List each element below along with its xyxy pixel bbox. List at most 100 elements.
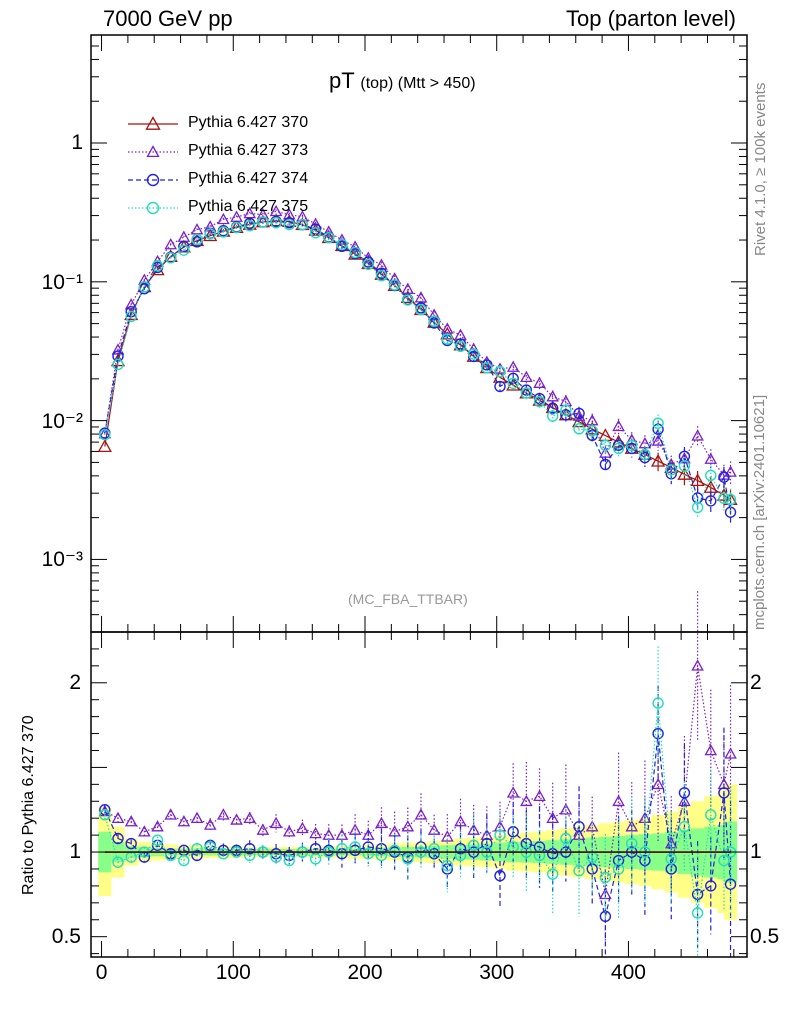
ratio-point: [112, 856, 124, 868]
legend: [128, 116, 178, 215]
analysis-watermark: (MC_FBA_TTBAR): [348, 591, 468, 607]
ratio-point: [296, 821, 309, 834]
data-point: [270, 216, 282, 229]
ratio-point: [388, 844, 401, 857]
ratio-point: [678, 787, 691, 799]
ratio-point: [481, 837, 493, 850]
ratio-y-tick-label: 2: [69, 670, 81, 694]
data-point: [547, 410, 559, 422]
ratio-point: [678, 820, 691, 833]
data-point: [506, 377, 521, 391]
data-point: [454, 340, 467, 353]
data-point: [704, 452, 718, 464]
ratio-point: [533, 789, 546, 802]
ratio-line-3: [104, 703, 732, 914]
data-point: [546, 390, 560, 402]
data-point: [164, 238, 177, 250]
ratio-y-tick-label-right: 0.5: [750, 924, 780, 948]
ratio-point: [691, 659, 704, 671]
x-tick-label: 200: [347, 961, 383, 984]
ratio-point: [282, 825, 296, 837]
data-point: [441, 333, 454, 345]
ratio-point: [256, 823, 270, 835]
mcplots-label: mcplots.cern.ch [arXiv:2401.10621]: [751, 394, 768, 630]
ratio-point: [99, 809, 111, 821]
ratio-point: [349, 844, 361, 857]
y-tick-label: 10⁻³: [41, 548, 83, 572]
data-point: [547, 402, 559, 414]
data-point: [415, 303, 427, 316]
data-point: [481, 362, 493, 374]
ratio-point: [151, 834, 164, 846]
ratio-point: [585, 820, 599, 832]
ratio-point: [639, 854, 651, 867]
data-point: [269, 204, 283, 217]
ratio-point: [560, 832, 572, 845]
ratio-point: [705, 880, 717, 892]
ratio-point: [125, 837, 137, 850]
data-point: [718, 471, 730, 483]
data-point: [296, 210, 309, 222]
data-point: [257, 216, 269, 228]
ratio-point: [111, 811, 125, 824]
ratio-plot-series: [91, 591, 747, 957]
data-point: [724, 465, 737, 477]
ratio-plot-frame: [90, 631, 748, 958]
legend-marker: [146, 145, 160, 158]
ratio-point: [138, 825, 151, 837]
ratio-point: [203, 818, 217, 830]
process-label: Top (parton level): [566, 6, 736, 31]
legend-entry-1: Pythia 6.427 373: [188, 142, 309, 159]
ratio-point: [244, 842, 256, 855]
ratio-point: [362, 848, 374, 860]
data-point: [639, 448, 651, 461]
plot-title-main: pT: [329, 68, 355, 93]
x-tick-label: 300: [479, 961, 515, 984]
ratio-point: [124, 815, 138, 827]
data-point: [217, 212, 230, 225]
data-point: [178, 240, 190, 253]
ratio-point: [401, 820, 415, 832]
data-point: [612, 442, 625, 455]
ratio-point: [217, 808, 230, 820]
data-point: [138, 281, 151, 293]
ratio-point: [309, 826, 322, 839]
y-tick-label: 10⁻¹: [41, 270, 83, 294]
data-point: [230, 210, 243, 222]
data-point: [204, 228, 216, 240]
data-point: [282, 208, 296, 220]
ratio-point: [243, 811, 257, 824]
legend-entry-0: Pythia 6.427 370: [188, 114, 309, 131]
ratio-line-1: [104, 665, 732, 895]
data-point: [480, 355, 494, 367]
data-point: [401, 282, 415, 294]
ratio-point: [573, 820, 585, 833]
data-point: [665, 464, 677, 476]
data-point: [374, 267, 389, 280]
data-point: [441, 322, 454, 334]
ratio-point: [375, 849, 388, 862]
ratio-point: [573, 864, 585, 877]
data-point: [309, 227, 322, 239]
data-point: [164, 252, 177, 264]
ratio-point: [244, 849, 256, 862]
data-point: [230, 221, 243, 234]
data-point: [599, 439, 612, 452]
data-point: [125, 310, 137, 323]
legend-marker: [146, 173, 160, 187]
data-point: [507, 377, 519, 390]
data-point: [99, 428, 111, 441]
data-point: [124, 307, 139, 321]
data-point: [560, 404, 572, 416]
data-point: [217, 226, 230, 238]
data-point: [533, 395, 546, 408]
legend-marker: [146, 201, 160, 215]
plot-title: pT (top) (Mtt > 450): [329, 68, 476, 94]
ratio-point: [441, 859, 454, 872]
ratio-point: [506, 786, 520, 798]
data-point: [124, 298, 138, 310]
data-point: [573, 423, 585, 435]
data-point: [560, 409, 572, 421]
ratio-point: [164, 849, 177, 862]
